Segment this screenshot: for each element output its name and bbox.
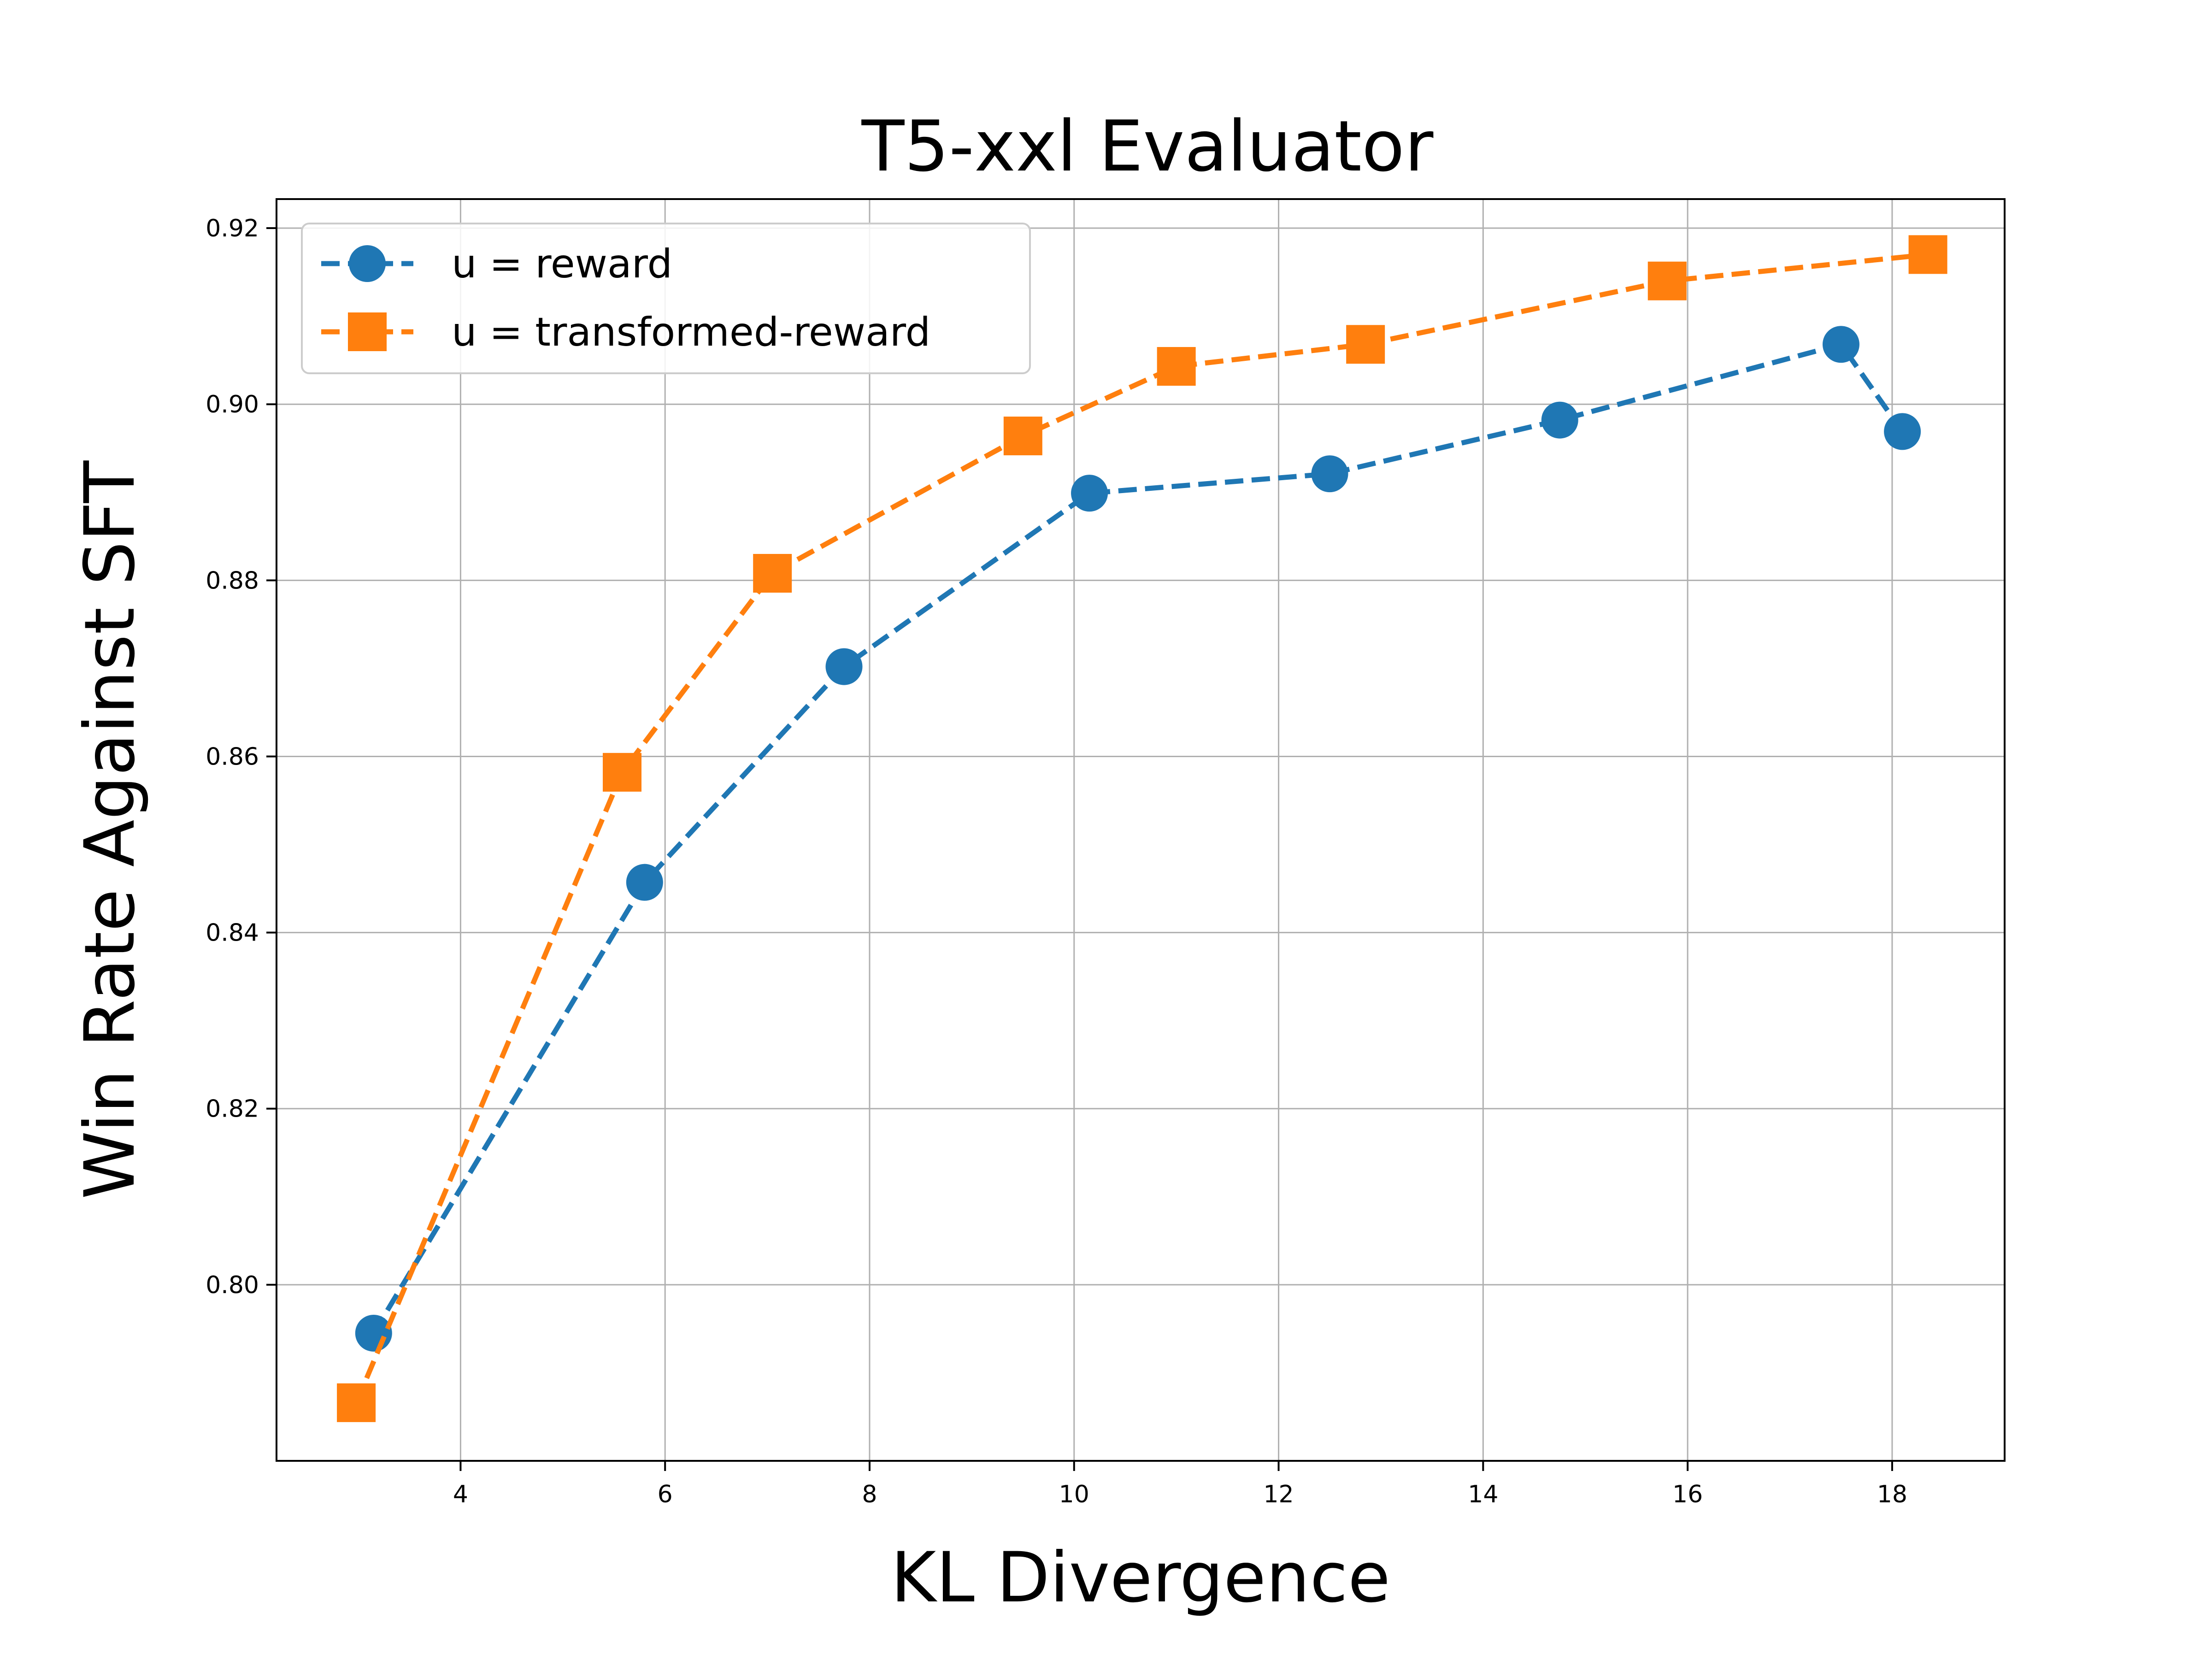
grid xyxy=(276,199,2005,1461)
x-tick-label: 10 xyxy=(1059,1481,1089,1508)
x-tick-label: 18 xyxy=(1877,1481,1907,1508)
legend-entry: u = transformed-reward xyxy=(321,309,930,355)
legend: u = reward u = transformed-reward xyxy=(301,223,1031,374)
data-point xyxy=(1071,475,1108,512)
x-tick-label: 16 xyxy=(1672,1481,1703,1508)
x-tick-label: 6 xyxy=(658,1481,673,1508)
y-tick-label: 0.88 xyxy=(206,567,259,594)
data-point xyxy=(825,648,863,685)
data-point xyxy=(1541,401,1578,439)
series-reward xyxy=(355,326,1921,1352)
data-point xyxy=(1003,416,1042,455)
y-tick-label: 0.84 xyxy=(206,919,259,947)
y-tick-label: 0.92 xyxy=(206,215,259,242)
data-point xyxy=(1908,235,1947,274)
legend-marker xyxy=(348,312,387,351)
y-tick-label: 0.80 xyxy=(206,1271,259,1299)
data-point xyxy=(1346,325,1385,364)
data-point xyxy=(355,1314,392,1352)
series-line xyxy=(354,252,1929,1404)
data-point xyxy=(626,864,663,901)
y-tick-label: 0.82 xyxy=(206,1095,259,1123)
legend-box xyxy=(301,223,1031,374)
plot-frame xyxy=(276,198,2006,1462)
series-line xyxy=(371,341,1905,1335)
y-tick-label: 0.86 xyxy=(206,743,259,771)
data-point xyxy=(753,554,792,593)
data-point xyxy=(603,753,641,792)
plot-series xyxy=(337,235,1947,1422)
y-tick-label: 0.90 xyxy=(206,391,259,418)
legend-label: u = transformed-reward xyxy=(452,309,930,355)
data-point xyxy=(1822,326,1859,363)
series-transformed-reward xyxy=(337,235,1947,1422)
chart-title: T5-xxl Evaluator xyxy=(861,106,1434,187)
x-tick-label: 8 xyxy=(862,1481,877,1508)
data-point xyxy=(1884,413,1921,450)
data-point xyxy=(337,1383,376,1422)
x-tick-label: 4 xyxy=(453,1481,468,1508)
data-point xyxy=(1647,261,1687,300)
x-tick-label: 12 xyxy=(1263,1481,1294,1508)
legend-marker xyxy=(349,245,386,282)
y-axis-title: Win Rate Against SFT xyxy=(70,460,150,1199)
data-point xyxy=(1311,455,1348,493)
x-tick-label: 14 xyxy=(1468,1481,1498,1508)
data-point xyxy=(1157,347,1196,386)
legend-label: u = reward xyxy=(452,241,672,287)
legend-entry: u = reward xyxy=(321,241,672,287)
axis-ticks: 4 6 8 10 12 14 16 18 0.80 0.82 0.84 0.86 0.88 0.90 0.9… xyxy=(206,215,1907,1508)
x-axis-title: KL Divergence xyxy=(891,1538,1390,1618)
